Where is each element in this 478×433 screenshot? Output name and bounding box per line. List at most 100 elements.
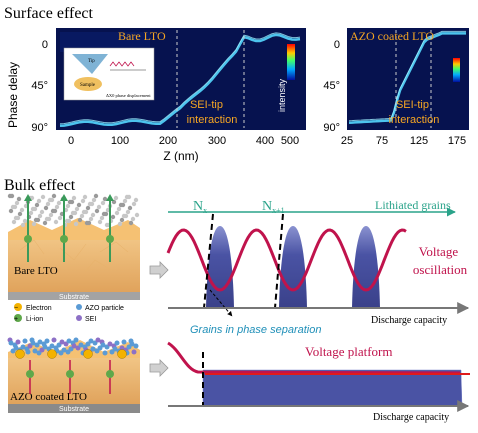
sei-particle <box>48 212 54 218</box>
sei-particle <box>32 206 38 212</box>
grain-peak <box>279 226 307 308</box>
sei-particle <box>77 217 83 223</box>
sei-particle <box>97 219 103 225</box>
right-plot-label: AZO coated LTO <box>350 29 434 43</box>
sei-particle <box>65 203 71 209</box>
sei-particle <box>69 199 75 205</box>
li-ion-arrow-head <box>60 194 68 201</box>
sei-particle <box>126 194 132 200</box>
inset-caption: ΔX0 phase displacement <box>106 93 151 98</box>
sei-particle <box>131 201 137 207</box>
azo-particle <box>133 343 139 349</box>
tip-shape <box>72 54 108 74</box>
left-xlabel: Z (nm) <box>163 149 198 163</box>
sei-particle <box>116 206 122 212</box>
sei-particle <box>89 201 95 207</box>
gray-arrow-bottom <box>149 359 169 377</box>
sei-particle <box>113 195 119 201</box>
top-axis-label: Discharge capacity <box>371 315 447 326</box>
azo-particle <box>59 339 65 345</box>
liion-marker <box>26 370 34 378</box>
sei-particle <box>51 193 57 199</box>
sei-particle <box>31 221 37 227</box>
azo-substrate <box>8 404 140 413</box>
liion-marker <box>66 370 74 378</box>
inset-diagram: Tip Sample ΔX0 phase displacement <box>63 47 155 101</box>
sei-icon <box>76 315 82 321</box>
sei-particle <box>66 218 72 224</box>
oscillation-panel: Lithiated grains Nx Nx+1 Voltage oscilla… <box>166 198 470 336</box>
left-y-tick: 0 <box>42 39 48 51</box>
nx-label: Nx <box>193 199 207 215</box>
right-x-tick: 175 <box>448 135 466 147</box>
sei-particle <box>96 204 102 210</box>
sei-particle <box>117 221 123 227</box>
sei-particle <box>91 197 97 203</box>
surface-ylabel: Phase delay <box>6 62 20 128</box>
sei-particle <box>46 216 52 222</box>
sei-particle <box>45 201 51 207</box>
sei-particle <box>128 220 134 226</box>
right-x-tick: 25 <box>341 135 353 147</box>
liion-icon <box>14 314 22 322</box>
right-annotation: SEI-tip interaction <box>389 99 440 126</box>
azo-particle <box>37 339 43 345</box>
left-x-tick: 300 <box>208 135 226 147</box>
sei-particle <box>94 208 100 214</box>
legend-sei: SEI <box>85 316 96 323</box>
sei-particle <box>76 202 82 208</box>
sei-particle <box>35 217 41 223</box>
voltage-platform-label: Voltage platform <box>305 344 393 359</box>
azo-particle <box>112 346 118 352</box>
azo-particle <box>42 344 48 350</box>
sei-particle <box>16 196 22 202</box>
legend-electron: Electron <box>26 305 52 312</box>
svg-text:−: − <box>14 305 18 312</box>
azo-particle <box>90 346 96 352</box>
sei-particle <box>28 210 34 216</box>
left-x-tick: 500 <box>281 135 299 147</box>
bulk-title: Bulk effect <box>4 177 76 194</box>
sei-particle <box>52 208 58 214</box>
sei-particle <box>12 204 18 210</box>
legend-azo: AZO particle <box>85 305 124 312</box>
liion-marker <box>60 235 68 243</box>
electron-marker <box>83 349 93 359</box>
voltage-oscillation-label: Voltage oscillation <box>413 244 468 277</box>
azo-sample-label: AZO coated LTO <box>10 391 87 403</box>
bare-sample-label: Bare LTO <box>14 265 58 277</box>
sei-particle <box>134 212 140 218</box>
sei-particle <box>42 220 48 226</box>
azo-particle <box>71 343 77 349</box>
electron-marker <box>117 349 127 359</box>
sei-particle <box>86 220 92 226</box>
nx1-label: Nx+1 <box>262 199 285 215</box>
gray-arrow-top <box>149 261 169 279</box>
azo-particle <box>61 347 67 353</box>
sei-particle <box>122 198 128 204</box>
electron-marker <box>15 349 25 359</box>
right-plot: AZO coated LTO SEI-tip interaction <box>347 28 469 130</box>
voltage-platform-curve <box>167 341 461 375</box>
dashed-marker-nx1 <box>274 213 284 309</box>
sei-particle <box>119 217 125 223</box>
sei-particle <box>9 193 15 199</box>
colorbar-label: intensity <box>277 78 287 112</box>
platform-grains-area <box>202 369 463 407</box>
grain-peak <box>206 226 234 308</box>
sei-particle <box>102 196 108 202</box>
azo-substrate-label: Substrate <box>59 406 89 413</box>
sei-particle <box>85 205 91 211</box>
surface-title: Surface effect <box>4 5 94 22</box>
sei-particle <box>82 194 88 200</box>
azo-particle <box>119 345 125 351</box>
lithiated-grains-label: Lithiated grains <box>375 198 451 212</box>
sei-particle <box>88 216 94 222</box>
inset-sample-label: Sample <box>80 83 96 88</box>
left-plot-label: Bare LTO <box>118 29 166 43</box>
sei-particle <box>43 205 49 211</box>
sei-particle <box>114 210 120 216</box>
azo-particle <box>114 340 120 346</box>
sei-particle <box>19 207 25 213</box>
